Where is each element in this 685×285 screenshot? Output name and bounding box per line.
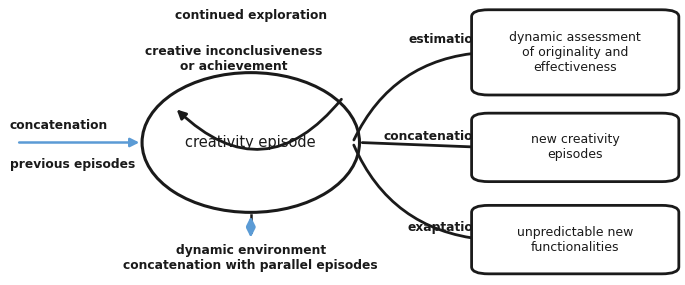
Text: unpredictable new
functionalities: unpredictable new functionalities — [517, 226, 634, 254]
Text: dynamic environment
concatenation with parallel episodes: dynamic environment concatenation with p… — [123, 245, 378, 272]
FancyArrowPatch shape — [353, 145, 482, 239]
Text: new creativity
episodes: new creativity episodes — [531, 133, 620, 161]
Text: continued exploration: continued exploration — [175, 9, 327, 22]
Text: concatenation: concatenation — [384, 130, 482, 143]
FancyArrowPatch shape — [179, 99, 341, 149]
Text: creative inconclusiveness
or achievement: creative inconclusiveness or achievement — [145, 45, 323, 73]
FancyBboxPatch shape — [471, 10, 679, 95]
Text: concatenation: concatenation — [10, 119, 108, 132]
Text: dynamic assessment
of originality and
effectiveness: dynamic assessment of originality and ef… — [510, 31, 641, 74]
Text: estimation: estimation — [408, 33, 482, 46]
FancyArrowPatch shape — [362, 142, 482, 147]
FancyBboxPatch shape — [471, 113, 679, 182]
Text: creativity episode: creativity episode — [186, 135, 316, 150]
FancyBboxPatch shape — [471, 205, 679, 274]
Text: exaptation: exaptation — [408, 221, 482, 233]
Text: previous episodes: previous episodes — [10, 158, 135, 171]
FancyArrowPatch shape — [354, 52, 482, 140]
